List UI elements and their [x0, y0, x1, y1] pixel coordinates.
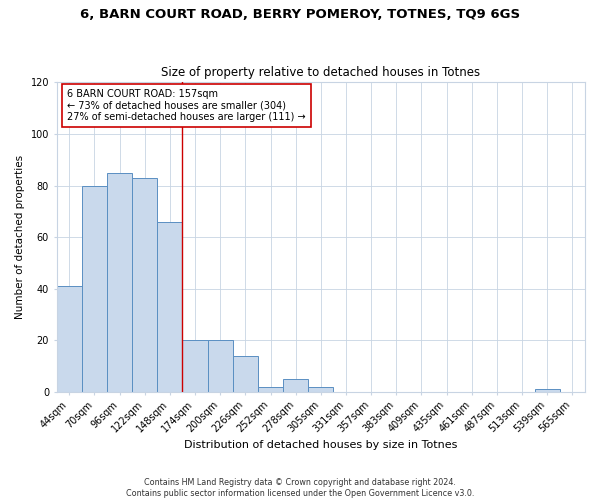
Bar	[182, 340, 208, 392]
Bar	[535, 389, 560, 392]
Text: 6 BARN COURT ROAD: 157sqm
← 73% of detached houses are smaller (304)
27% of semi: 6 BARN COURT ROAD: 157sqm ← 73% of detac…	[67, 88, 306, 122]
Bar	[233, 356, 258, 392]
Bar	[208, 340, 233, 392]
X-axis label: Distribution of detached houses by size in Totnes: Distribution of detached houses by size …	[184, 440, 458, 450]
Text: Contains HM Land Registry data © Crown copyright and database right 2024.
Contai: Contains HM Land Registry data © Crown c…	[126, 478, 474, 498]
Bar	[107, 172, 132, 392]
Y-axis label: Number of detached properties: Number of detached properties	[15, 155, 25, 319]
Bar	[157, 222, 182, 392]
Bar	[258, 386, 283, 392]
Title: Size of property relative to detached houses in Totnes: Size of property relative to detached ho…	[161, 66, 481, 78]
Bar	[132, 178, 157, 392]
Bar	[56, 286, 82, 392]
Bar	[308, 386, 334, 392]
Text: 6, BARN COURT ROAD, BERRY POMEROY, TOTNES, TQ9 6GS: 6, BARN COURT ROAD, BERRY POMEROY, TOTNE…	[80, 8, 520, 20]
Bar	[82, 186, 107, 392]
Bar	[283, 379, 308, 392]
